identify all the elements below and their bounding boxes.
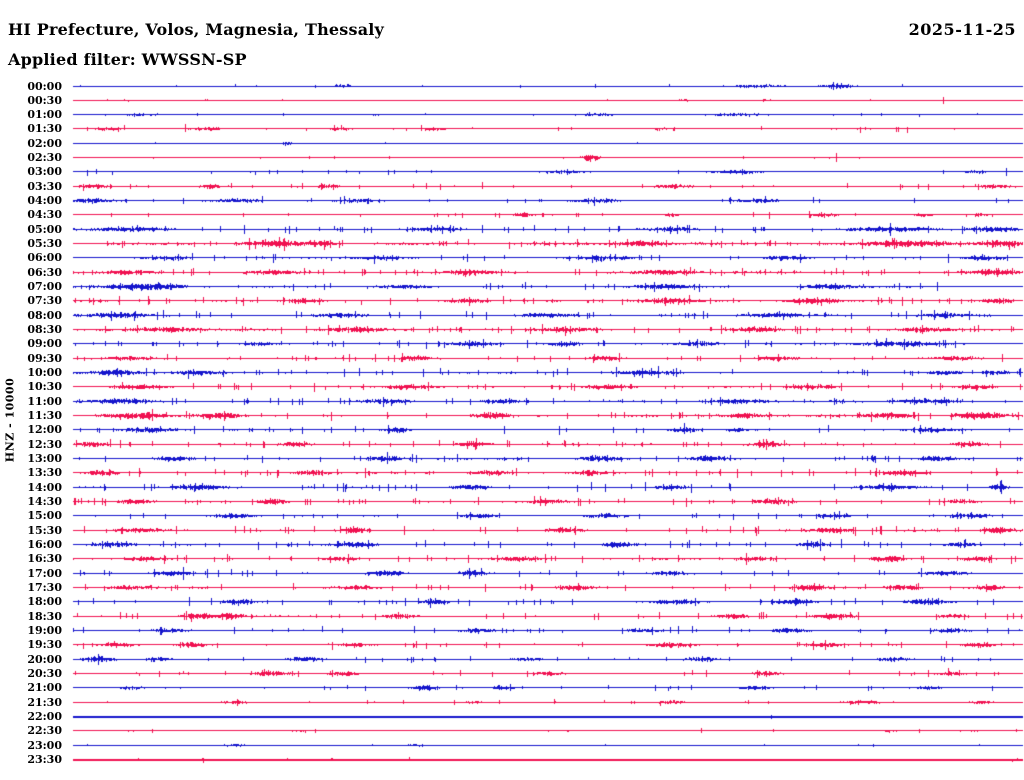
time-label: 12:30	[27, 437, 62, 451]
time-label: 13:00	[27, 452, 62, 466]
time-label: 19:30	[27, 638, 62, 652]
applied-filter-label: Applied filter: WWSSN-SP	[8, 50, 247, 69]
time-label: 12:00	[27, 423, 62, 437]
time-label: 22:00	[27, 710, 62, 724]
time-label: 09:30	[27, 351, 62, 365]
time-label: 07:30	[27, 294, 62, 308]
time-label: 20:00	[27, 652, 62, 666]
time-label: 10:30	[27, 380, 62, 394]
time-label: 11:00	[27, 394, 62, 408]
page-title: HI Prefecture, Volos, Magnesia, Thessaly	[8, 20, 385, 39]
time-label: 09:00	[27, 337, 62, 351]
time-label: 15:30	[27, 523, 62, 537]
time-axis: 00:00 00:30 01:00 01:30 02:00 02:30 03:00 03:30…	[0, 0, 63, 780]
time-label: 01:30	[27, 122, 62, 136]
time-label: 14:30	[27, 495, 62, 509]
time-label: 16:30	[27, 552, 62, 566]
time-label: 08:00	[27, 308, 62, 322]
time-label: 22:30	[27, 724, 62, 738]
date-label: 2025-11-25	[908, 20, 1016, 39]
time-label: 11:30	[27, 409, 62, 423]
time-label: 03:30	[27, 179, 62, 193]
time-label: 19:00	[27, 624, 62, 638]
time-label: 21:00	[27, 681, 62, 695]
time-label: 13:30	[27, 466, 62, 480]
time-label: 08:30	[27, 323, 62, 337]
time-label: 18:30	[27, 609, 62, 623]
time-label: 06:30	[27, 265, 62, 279]
time-label: 02:30	[27, 151, 62, 165]
time-label: 01:00	[27, 108, 62, 122]
time-label: 02:00	[27, 136, 62, 150]
time-label: 23:30	[27, 753, 62, 766]
time-label: 15:00	[27, 509, 62, 523]
time-label: 07:00	[27, 280, 62, 294]
time-label: 04:00	[27, 194, 62, 208]
time-label: 14:00	[27, 480, 62, 494]
time-label: 18:00	[27, 595, 62, 609]
time-label: 10:00	[27, 366, 62, 380]
time-label: 06:00	[27, 251, 62, 265]
time-label: 00:00	[27, 79, 62, 93]
time-label: 21:30	[27, 695, 62, 709]
time-label: 16:00	[27, 538, 62, 552]
time-label: 05:30	[27, 237, 62, 251]
time-label: 17:00	[27, 566, 62, 580]
time-label: 00:30	[27, 93, 62, 107]
time-label: 04:30	[27, 208, 62, 222]
time-label: 23:00	[27, 738, 62, 752]
time-label: 03:00	[27, 165, 62, 179]
time-label: 20:30	[27, 667, 62, 681]
time-label: 17:30	[27, 581, 62, 595]
time-label: 05:00	[27, 222, 62, 236]
